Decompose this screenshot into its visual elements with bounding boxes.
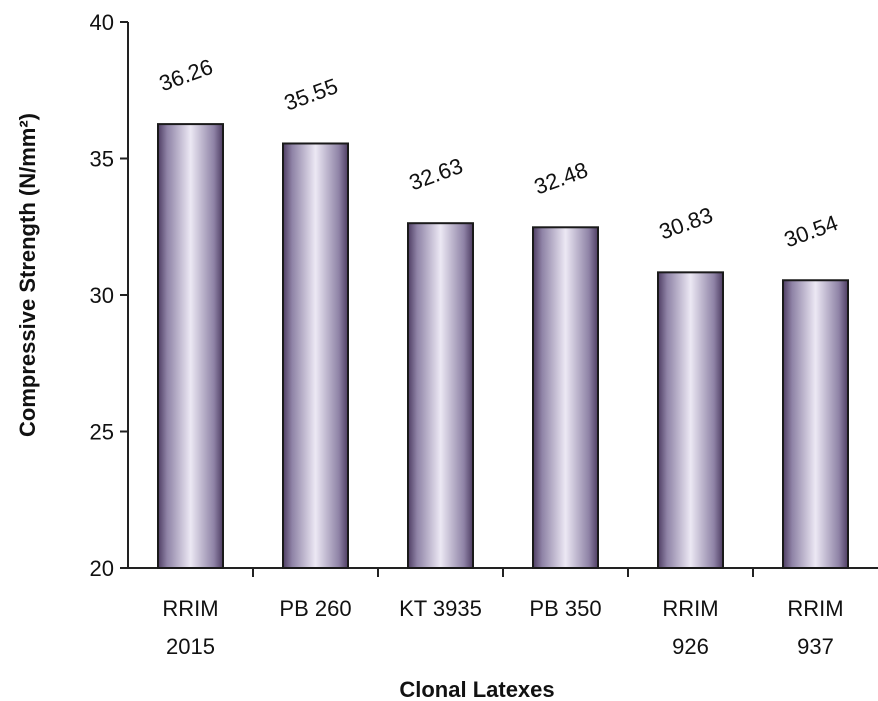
bar bbox=[157, 123, 224, 570]
bar bbox=[282, 142, 349, 570]
y-axis: 20 25 30 35 40 bbox=[90, 10, 129, 581]
y-tick-label: 20 bbox=[90, 556, 114, 581]
x-tick-label: PB 350 bbox=[529, 596, 601, 621]
bar bbox=[657, 271, 724, 569]
data-label: 35.55 bbox=[281, 73, 341, 115]
bar bbox=[532, 226, 599, 570]
x-tick-label: PB 260 bbox=[279, 596, 351, 621]
data-label: 36.26 bbox=[156, 54, 216, 96]
y-tick-label: 35 bbox=[90, 147, 114, 172]
data-label: 32.63 bbox=[406, 153, 466, 195]
data-label: 30.54 bbox=[781, 210, 841, 252]
y-axis-title: Compressive Strength (N/mm²) bbox=[15, 113, 40, 437]
bar bbox=[782, 279, 849, 569]
data-label: 30.83 bbox=[656, 202, 716, 244]
x-axis-title: Clonal Latexes bbox=[399, 677, 554, 701]
y-tick-label: 25 bbox=[90, 420, 114, 445]
y-tick-label: 30 bbox=[90, 283, 114, 308]
y-tick-label: 40 bbox=[90, 10, 114, 35]
data-labels: 36.26 35.55 32.63 32.48 30.83 30.54 bbox=[156, 54, 841, 252]
bars bbox=[157, 123, 849, 570]
x-axis: RRIM 2015 PB 260 KT 3935 PB 350 RRIM 926 RRIM 93… bbox=[128, 567, 878, 659]
x-tick-label: RRIM 2015 bbox=[162, 596, 218, 659]
x-tick-label: KT 3935 bbox=[399, 596, 482, 621]
x-tick-label: RRIM 926 bbox=[662, 596, 718, 659]
data-label: 32.48 bbox=[531, 157, 591, 199]
bar bbox=[407, 222, 474, 570]
x-tick-label: RRIM 937 bbox=[787, 596, 843, 659]
